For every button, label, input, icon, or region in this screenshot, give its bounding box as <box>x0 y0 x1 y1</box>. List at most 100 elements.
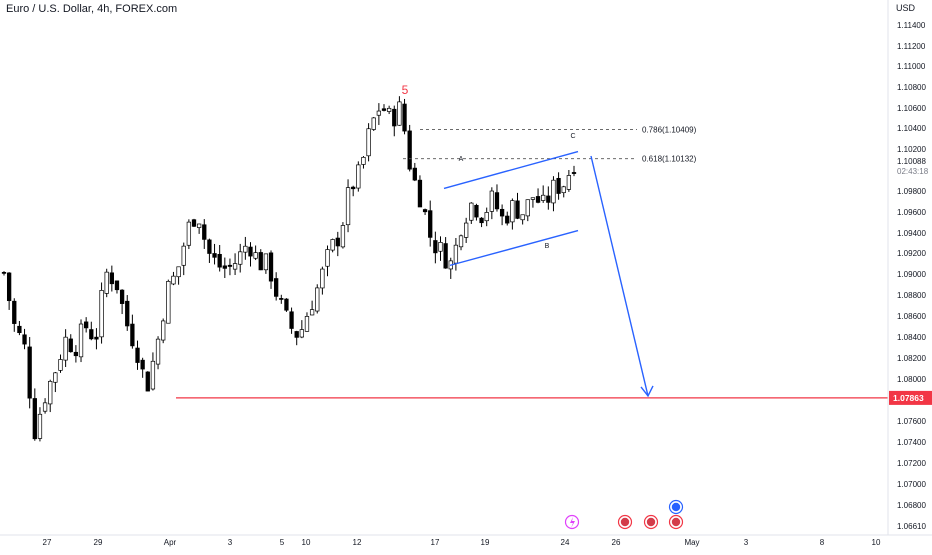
candle-down <box>191 219 197 227</box>
candle-up <box>525 199 530 217</box>
candle-down <box>258 252 263 271</box>
y-tick-label: 1.11000 <box>897 62 926 71</box>
y-tick-label: 1.09400 <box>897 229 926 238</box>
candle-down <box>68 338 73 353</box>
candle-down <box>428 210 433 238</box>
candle-up <box>510 200 515 223</box>
fib-0618-label: 0.618(1.10132) <box>642 155 697 164</box>
candle-up <box>438 242 443 252</box>
candle-down <box>140 359 145 370</box>
candle-down <box>202 224 207 240</box>
candle-down <box>6 272 12 302</box>
x-tick-label: 10 <box>302 538 311 547</box>
candle-down <box>145 371 150 392</box>
candle-down <box>351 186 356 190</box>
y-tick-label: 1.10400 <box>897 124 926 133</box>
candle-down <box>443 243 448 269</box>
candle-down <box>279 298 284 300</box>
candle-up <box>263 253 269 271</box>
y-tick-label: 1.08000 <box>897 375 926 384</box>
y-tick-label: 1.07200 <box>897 459 926 468</box>
y-tick-label: 1.08800 <box>897 291 926 300</box>
candle-down <box>222 265 227 269</box>
candle-down <box>94 336 99 340</box>
chart-title: Euro / U.S. Dollar, 4h, FOREX.com <box>6 3 178 15</box>
candle-down <box>212 253 217 258</box>
candle-up <box>53 372 58 383</box>
candle-up <box>232 263 238 270</box>
candle-up <box>196 223 202 228</box>
candle-up <box>345 187 351 226</box>
candle-down <box>505 215 510 224</box>
candle-down <box>135 347 140 363</box>
y-tick-label: 1.09800 <box>897 187 926 196</box>
candle-up <box>376 110 382 116</box>
y-tick-label: 1.11200 <box>897 42 926 51</box>
candle-up <box>181 245 186 266</box>
candle-up <box>366 128 371 157</box>
current-price-label: 1.10088 <box>897 157 926 166</box>
candle-up <box>566 175 572 190</box>
candle-up <box>58 359 63 371</box>
candle-up <box>171 275 176 285</box>
candle-up <box>386 107 392 112</box>
candle-down <box>73 351 79 357</box>
candle-up <box>42 402 48 412</box>
us-flag-event-icon-inner <box>671 517 681 527</box>
candle-down <box>412 167 417 181</box>
y-tick-label: 1.09000 <box>897 270 926 279</box>
candle-down <box>22 334 27 345</box>
y-tick-label: 1.10200 <box>897 145 926 154</box>
earnings-event-icon-inner <box>671 502 681 512</box>
projection-arrow-line <box>590 155 649 397</box>
candle-up <box>356 164 361 189</box>
candle-down <box>392 108 397 127</box>
candle-down <box>217 253 222 268</box>
candle-up <box>186 221 192 246</box>
x-tick-label: 3 <box>744 538 749 547</box>
y-tick-label: 1.09200 <box>897 249 926 258</box>
candle-up <box>253 252 258 259</box>
candle-up <box>155 338 161 365</box>
candle-down <box>515 200 520 219</box>
candle-up <box>299 329 304 338</box>
support-price-text: 1.07863 <box>893 393 924 403</box>
candle-up <box>176 266 181 278</box>
candle-up <box>561 186 566 194</box>
wave-c-label: C <box>570 133 575 140</box>
candle-down <box>125 300 130 327</box>
y-tick-label: 1.08200 <box>897 354 926 363</box>
y-tick-label: 1.11400 <box>897 21 926 30</box>
candle-down <box>207 239 212 254</box>
candle-down <box>556 177 561 194</box>
candle-down <box>494 192 500 210</box>
channel-upper-line <box>443 150 579 190</box>
overlays: 0.786(1.10409) 0.618(1.10132) 5 A B C <box>176 83 888 530</box>
candle-down <box>335 237 340 247</box>
candle-down <box>499 208 505 217</box>
candle-up <box>530 197 536 200</box>
us-flag-event-icon-inner <box>646 517 656 527</box>
x-tick-label: 5 <box>280 538 285 547</box>
x-tick-label: 17 <box>431 538 440 547</box>
candle-down <box>89 329 94 340</box>
candle-up <box>484 212 489 222</box>
wave-5-label: 5 <box>402 83 409 97</box>
us-flag-event-icon-inner <box>620 517 630 527</box>
y-tick-label: 1.10600 <box>897 104 926 113</box>
y-tick-label: 1.08400 <box>897 333 926 342</box>
candle-down <box>84 321 89 329</box>
candle-down <box>422 209 428 213</box>
candle-down <box>274 278 279 297</box>
candle-down <box>407 130 412 170</box>
candle-down <box>417 179 423 208</box>
wave-b-label: B <box>545 243 550 250</box>
candle-up <box>243 245 248 253</box>
y-tick-label: 1.09600 <box>897 208 926 217</box>
candle-down <box>119 289 125 304</box>
channel-lower-line <box>449 229 579 267</box>
candle-up <box>309 309 315 316</box>
